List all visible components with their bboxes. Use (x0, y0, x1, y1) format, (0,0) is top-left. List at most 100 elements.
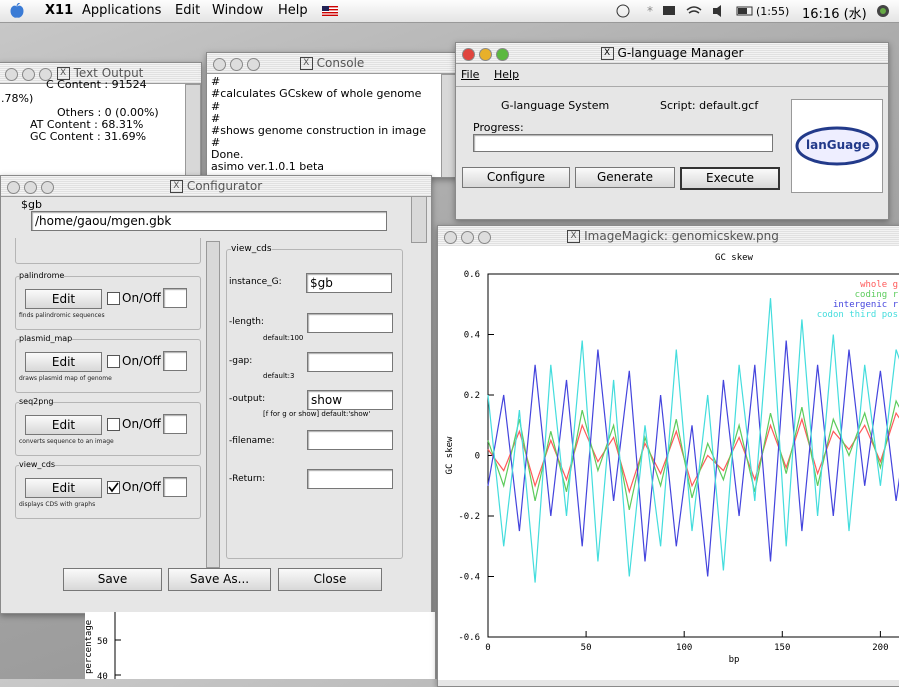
toggle-checkbox[interactable] (107, 292, 120, 305)
param-input[interactable]: $gb (306, 273, 392, 293)
path-input[interactable]: /home/gaou/mgen.gbk (31, 211, 387, 231)
svg-text:*: * (647, 4, 653, 18)
configure-button[interactable]: Configure (462, 167, 570, 188)
edit-button[interactable]: Edit (25, 289, 102, 309)
module-desc: finds palindromic sequences (19, 312, 105, 319)
console-text: # #calculates GCskew of whole genome # #… (207, 74, 441, 177)
y-tick-label: 0 (475, 452, 480, 462)
x-tick-label: 150 (774, 643, 790, 653)
save-button[interactable]: Save (63, 568, 162, 591)
bg-ylabel: percentage (85, 620, 94, 674)
menu-item[interactable]: Help (494, 68, 519, 81)
param-input[interactable] (307, 430, 393, 450)
module-name: plasmid_map (19, 334, 72, 343)
scrollbar[interactable] (185, 84, 201, 178)
y-axis-label: GC skew (445, 436, 455, 475)
module-group (15, 238, 201, 264)
menu-bar: File Help (456, 64, 888, 87)
module-field[interactable] (163, 351, 187, 371)
chart-title: GC skew (715, 253, 754, 263)
window-title: Configurator (187, 179, 262, 193)
menu-item[interactable]: Edit (175, 3, 200, 18)
module-name: seq2png (19, 397, 53, 406)
status-icons[interactable]: * (615, 3, 755, 19)
menu-item[interactable]: Help (278, 3, 308, 18)
series-line (488, 413, 899, 492)
generate-button[interactable]: Generate (575, 167, 675, 188)
flag-icon[interactable] (322, 6, 338, 16)
plot-frame (488, 274, 899, 637)
save-as-button[interactable]: Save As... (168, 568, 271, 591)
app-menu[interactable]: X11 (45, 3, 73, 18)
text-area: C Content : 91524 .78%) Others : 0 (0.00… (0, 84, 185, 177)
param-default: default:3 (263, 372, 294, 380)
x-tick-label: 50 (581, 643, 592, 653)
title-bar: XConfigurator (1, 176, 431, 197)
y-tick-label: -0.6 (458, 633, 480, 643)
param-input[interactable]: show (307, 390, 393, 410)
toggle-checkbox[interactable] (107, 355, 120, 368)
x-axis-label: bp (729, 655, 740, 665)
module-name: view_cds (19, 460, 55, 469)
panel-group-label: view_cds (231, 244, 272, 254)
legend-entry: intergenic r (833, 300, 899, 310)
output-line: .78%) (1, 92, 33, 105)
menu-item[interactable]: Applications (82, 3, 161, 18)
legend-entry: whole g (860, 280, 898, 290)
param-label: -Return: (229, 474, 265, 484)
toggle-checkbox[interactable] (107, 481, 120, 494)
window-title: Console (317, 56, 365, 70)
x-tick-label: 0 (485, 643, 490, 653)
param-input[interactable] (307, 313, 393, 333)
param-input[interactable] (307, 352, 393, 372)
edit-button[interactable]: Edit (25, 415, 102, 435)
clock[interactable]: 16:16 (水) (802, 3, 867, 22)
module-field[interactable] (163, 288, 187, 308)
desktop: X11 Applications Edit Window Help * (1:5… (0, 0, 899, 679)
edit-button[interactable]: Edit (25, 478, 102, 498)
menubar: X11 Applications Edit Window Help * (1:5… (0, 0, 899, 23)
y-tick-label: 0.2 (464, 391, 480, 401)
toggle-label: On/Off (122, 480, 161, 494)
gc-skew-chart: GC skewbpGC skew-0.6-0.4-0.200.20.40.605… (438, 246, 899, 680)
close-button[interactable]: Close (278, 568, 382, 591)
menu-item[interactable]: Window (212, 3, 263, 18)
console-line: asimo ver.1.0.1 beta (211, 160, 324, 173)
progress-label: Progress: (473, 121, 524, 134)
toggle-label: On/Off (122, 417, 161, 431)
series-line (488, 401, 899, 510)
module-desc: displays CDS with graphs (19, 501, 95, 508)
edit-button[interactable]: Edit (25, 352, 102, 372)
manager-window: XG-language Manager File Help G-language… (455, 42, 889, 220)
param-label: instance_G: (229, 277, 282, 287)
execute-button[interactable]: Execute (680, 167, 780, 190)
check-mark (108, 482, 119, 493)
console-line: #calculates GCskew of whole genome (211, 87, 421, 100)
toggle-checkbox[interactable] (107, 418, 120, 431)
toggle-label: On/Off (122, 291, 161, 305)
y-tick-label: -0.4 (458, 573, 480, 583)
toggle-label: On/Off (122, 354, 161, 368)
y-tick-label: -0.2 (458, 512, 480, 522)
window-title: G-language Manager (618, 46, 744, 60)
bg-tick-label: 40 (97, 672, 108, 679)
y-tick-label: 0.4 (464, 331, 480, 341)
user-icon[interactable] (876, 4, 890, 18)
battery-time: (1:55) (756, 5, 789, 18)
x-tick-label: 100 (676, 643, 692, 653)
menu-item[interactable]: File (461, 68, 479, 81)
scrollbar[interactable] (206, 241, 220, 568)
x-tick-label: 200 (872, 643, 888, 653)
module-desc: converts sequence to an image (19, 438, 114, 445)
module-field[interactable] (163, 414, 187, 434)
apple-icon[interactable] (10, 3, 24, 19)
param-input[interactable] (307, 469, 393, 489)
logo-box: lanGuage (791, 99, 883, 193)
scrollbar[interactable] (411, 196, 427, 243)
module-field[interactable] (163, 477, 187, 497)
